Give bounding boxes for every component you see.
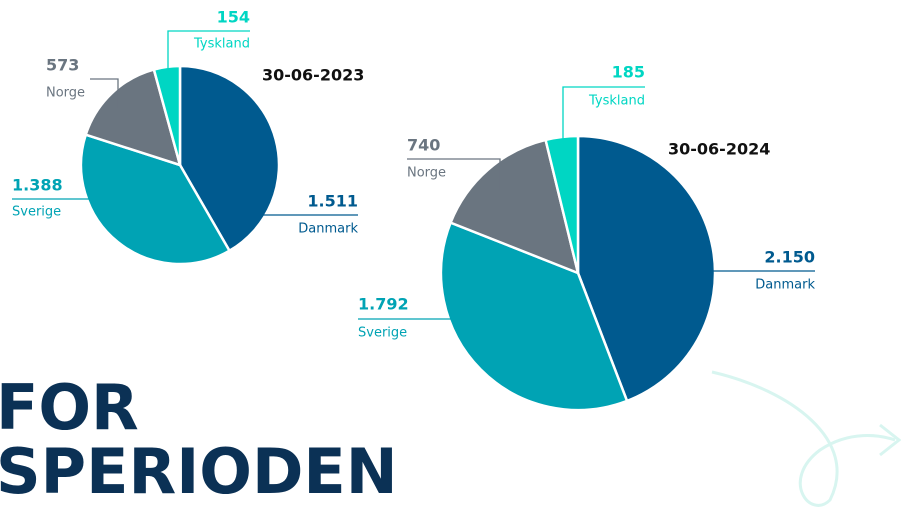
category-label: Tyskland [588, 94, 645, 109]
value-label: 154 [217, 8, 250, 27]
category-label: Norge [407, 166, 446, 181]
category-label: Sverige [358, 326, 407, 341]
value-label: 573 [46, 56, 79, 75]
category-label: Tyskland [193, 37, 250, 52]
value-label: 1.388 [12, 176, 63, 195]
category-label: Norge [46, 86, 85, 101]
value-label: 1.792 [358, 295, 409, 314]
value-label: 1.511 [307, 192, 358, 211]
value-label: 2.150 [764, 248, 815, 267]
page: FOR SPERIODEN 1.511 Danmark 1.388 Sverige 57… [0, 0, 901, 515]
heading-line: FOR [0, 371, 139, 444]
category-label: Sverige [12, 205, 61, 220]
value-label: 185 [612, 63, 645, 82]
chart-title: 30-06-2023 [262, 66, 364, 85]
chart-title: 30-06-2024 [668, 140, 770, 159]
heading-line: SPERIODEN [0, 435, 398, 508]
category-label: Danmark [755, 278, 815, 293]
decoration [712, 372, 899, 505]
category-label: Danmark [298, 222, 358, 237]
value-label: 740 [407, 136, 440, 155]
